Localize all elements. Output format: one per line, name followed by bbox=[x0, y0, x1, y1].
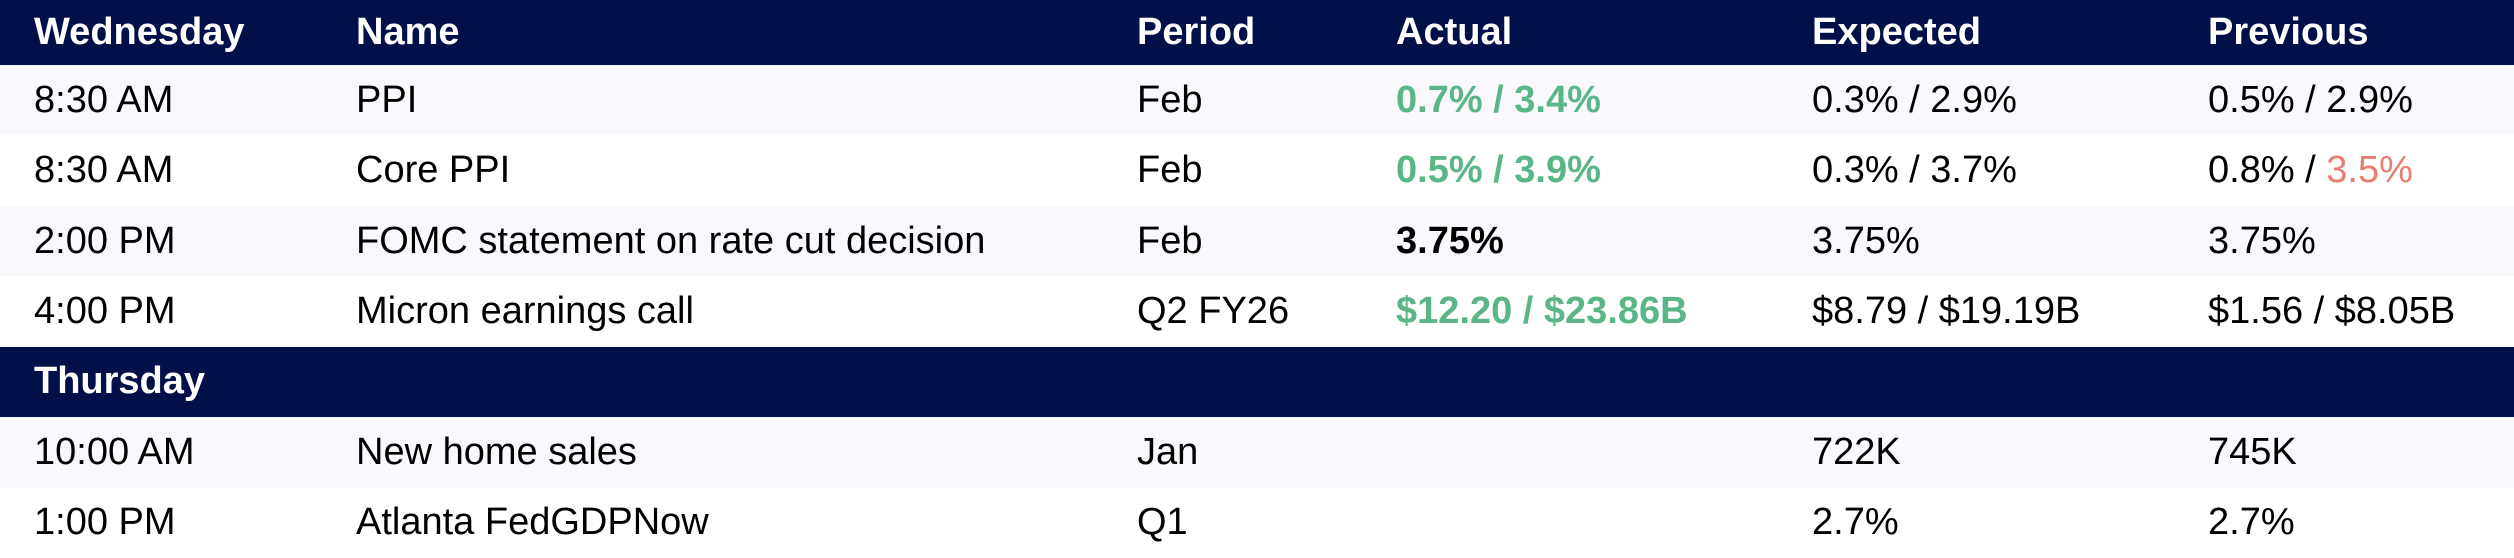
event-name: Micron earnings call bbox=[356, 290, 1137, 333]
value-segment: 1:00 PM bbox=[34, 501, 176, 544]
value-segment: 8:30 AM bbox=[34, 149, 174, 192]
event-time: 8:30 AM bbox=[0, 149, 356, 192]
event-period: Q2 FY26 bbox=[1137, 290, 1396, 333]
event-actual: 0.5% / 3.9% bbox=[1396, 149, 1812, 192]
event-expected: 0.3% / 3.7% bbox=[1812, 149, 2208, 192]
value-segment: $12.20 / $23.86B bbox=[1396, 289, 1688, 332]
event-period: Feb bbox=[1137, 220, 1396, 263]
event-name: New home sales bbox=[356, 431, 1137, 474]
event-period: Feb bbox=[1137, 79, 1396, 122]
value-segment: Feb bbox=[1137, 149, 1203, 192]
event-previous: 0.8% / 3.5% bbox=[2208, 149, 2514, 192]
value-segment: Q1 bbox=[1137, 501, 1188, 544]
event-actual: 0.7% / 3.4% bbox=[1396, 79, 1812, 122]
value-segment: 0.3% / 2.9% bbox=[1812, 78, 2017, 121]
value-segment: 3.5% bbox=[2326, 149, 2413, 192]
event-previous: 3.75% bbox=[2208, 220, 2514, 263]
column-header-expected: Expected bbox=[1812, 11, 1981, 53]
value-segment: 2.7% bbox=[2208, 501, 2295, 544]
value-segment: Jan bbox=[1137, 430, 1199, 473]
event-row: 2:00 PM FOMC statement on rate cut decisi… bbox=[0, 205, 2514, 277]
value-segment: 0.8% / bbox=[2208, 149, 2327, 192]
event-previous: 0.5% / 2.9% bbox=[2208, 79, 2514, 122]
value-segment: PPI bbox=[356, 78, 418, 121]
event-previous: 745K bbox=[2208, 431, 2514, 474]
event-name: PPI bbox=[356, 79, 1137, 122]
value-segment: Atlanta FedGDPNow bbox=[356, 501, 709, 544]
value-segment: $1.56 / $8.05B bbox=[2208, 289, 2456, 332]
event-time: 2:00 PM bbox=[0, 220, 356, 263]
event-expected: 722K bbox=[1812, 431, 2208, 474]
value-segment: 3.75% bbox=[1396, 219, 1504, 262]
value-segment: $8.79 / $19.19B bbox=[1812, 289, 2081, 332]
column-header-period: Period bbox=[1137, 11, 1256, 53]
event-row: 4:00 PM Micron earnings call Q2 FY26 $12.20… bbox=[0, 276, 2514, 347]
event-time: 10:00 AM bbox=[0, 431, 356, 474]
event-actual: 3.75% bbox=[1396, 220, 1812, 263]
event-period: Jan bbox=[1137, 431, 1396, 474]
column-header-previous: Previous bbox=[2208, 11, 2369, 53]
column-header-name: Name bbox=[356, 11, 460, 53]
column-header-actual: Actual bbox=[1396, 11, 1513, 53]
value-segment: 2.7% bbox=[1812, 501, 1899, 544]
event-period: Q1 bbox=[1137, 501, 1396, 544]
value-segment: 3.75% bbox=[2208, 219, 2316, 262]
value-segment: 0.3% / 3.7% bbox=[1812, 149, 2017, 192]
event-time: 4:00 PM bbox=[0, 290, 356, 333]
value-segment: 0.7% / 3.4% bbox=[1396, 78, 1601, 121]
value-segment: 3.75% bbox=[1812, 219, 1920, 262]
event-time: 8:30 AM bbox=[0, 79, 356, 122]
day-label: Thursday bbox=[34, 360, 206, 403]
event-previous: 2.7% bbox=[2208, 501, 2514, 544]
value-segment: Q2 FY26 bbox=[1137, 289, 1290, 332]
event-row: 8:30 AM PPI Feb 0.7% / 3.4% 0.3% / 2.9% 0.5% … bbox=[0, 65, 2514, 136]
event-previous: $1.56 / $8.05B bbox=[2208, 290, 2514, 333]
value-segment: Core PPI bbox=[356, 149, 511, 192]
table-body: 8:30 AM PPI Feb 0.7% / 3.4% 0.3% / 2.9% 0.5% … bbox=[0, 65, 2514, 558]
value-segment: 0.5% / 2.9% bbox=[2208, 78, 2413, 121]
event-name: Core PPI bbox=[356, 149, 1137, 192]
event-name: Atlanta FedGDPNow bbox=[356, 501, 1137, 544]
value-segment: 4:00 PM bbox=[34, 289, 176, 332]
value-segment: 745K bbox=[2208, 430, 2297, 473]
value-segment: 722K bbox=[1812, 430, 1901, 473]
event-expected: $8.79 / $19.19B bbox=[1812, 290, 2208, 333]
event-name: FOMC statement on rate cut decision bbox=[356, 220, 1137, 263]
value-segment: Feb bbox=[1137, 219, 1203, 262]
value-segment: FOMC statement on rate cut decision bbox=[356, 219, 986, 262]
event-row: 1:00 PM Atlanta FedGDPNow Q1 2.7% 2.7% bbox=[0, 487, 2514, 558]
value-segment: Micron earnings call bbox=[356, 289, 694, 332]
event-actual: $12.20 / $23.86B bbox=[1396, 290, 1812, 333]
value-segment: 2:00 PM bbox=[34, 219, 176, 262]
event-row: 10:00 AM New home sales Jan 722K 745K bbox=[0, 417, 2514, 488]
event-expected: 3.75% bbox=[1812, 220, 2208, 263]
value-segment: 0.5% / 3.9% bbox=[1396, 149, 1601, 192]
column-header-wednesday: Wednesday bbox=[34, 11, 245, 53]
value-segment: New home sales bbox=[356, 430, 637, 473]
event-time: 1:00 PM bbox=[0, 501, 356, 544]
value-segment: 8:30 AM bbox=[34, 78, 174, 121]
event-period: Feb bbox=[1137, 149, 1396, 192]
value-segment: 10:00 AM bbox=[34, 430, 195, 473]
value-segment: Feb bbox=[1137, 78, 1203, 121]
table-header-row: Wednesday Name Period Actual Expected Previou… bbox=[0, 0, 2514, 65]
event-row: 8:30 AM Core PPI Feb 0.5% / 3.9% 0.3% / 3.7%… bbox=[0, 135, 2514, 206]
event-expected: 0.3% / 2.9% bbox=[1812, 79, 2208, 122]
day-section-row: Thursday bbox=[0, 346, 2514, 418]
event-expected: 2.7% bbox=[1812, 501, 2208, 544]
